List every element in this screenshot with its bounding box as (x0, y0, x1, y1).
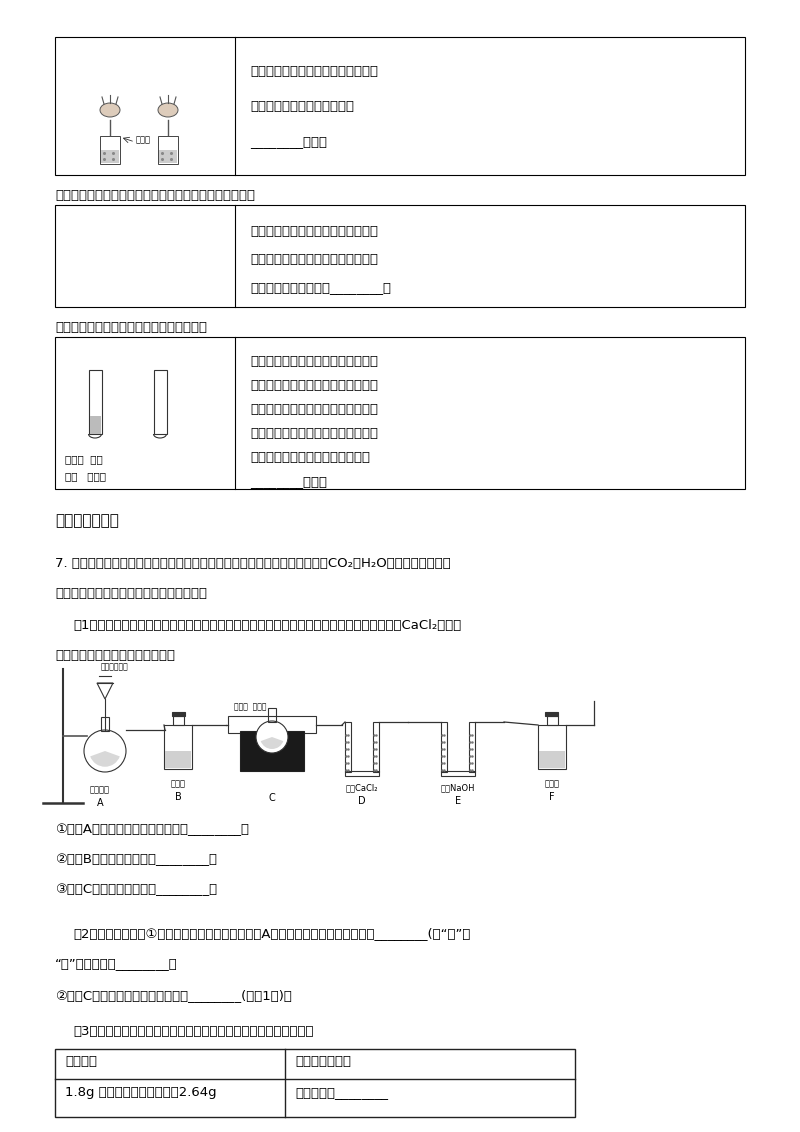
Wedge shape (261, 737, 283, 749)
Text: 1.8g 葡萄糖完全燃烧，得到2.64g: 1.8g 葡萄糖完全燃烧，得到2.64g (65, 1086, 217, 1099)
Text: 葡萄糖  氧化铜: 葡萄糖 氧化铜 (234, 702, 266, 711)
Text: ②装置C处葡萄糖燃烧的设计特点是________(至少1条)。: ②装置C处葡萄糖燃烧的设计特点是________(至少1条)。 (55, 989, 292, 1002)
Bar (55, 337, 745, 489)
Bar (539, 752, 565, 767)
Bar (441, 771, 475, 777)
Bar (158, 136, 178, 164)
Text: 分析溶液中存在的粒子，选择了一种: 分析溶液中存在的粒子，选择了一种 (250, 403, 378, 415)
Text: （3）【数据处理】下表是同学们填写的实验报告，请你帮助完成。: （3）【数据处理】下表是同学们填写的实验报告，请你帮助完成。 (73, 1024, 314, 1038)
Text: 实验事实: 实验事实 (65, 1055, 97, 1067)
Bar (228, 717, 316, 734)
Text: “否”），原因是________。: “否”），原因是________。 (55, 957, 178, 970)
Text: 7. 葡萄糖是生命体所需能量的主要来源。【提出问题】葡萄糖的燃烧产物是CO₂和H₂O，由此能否证明葡: 7. 葡萄糖是生命体所需能量的主要来源。【提出问题】葡萄糖的燃烧产物是CO₂和H… (55, 557, 450, 571)
Text: 的哪种粒子使溶液呈黄色，小艳同学: 的哪种粒子使溶液呈黄色，小艳同学 (250, 379, 378, 392)
Text: F: F (549, 792, 555, 801)
Bar (165, 752, 191, 767)
Text: 的体积相同外，还必须要控制: 的体积相同外，还必须要控制 (250, 100, 354, 113)
Bar (101, 151, 119, 163)
Bar (55, 1049, 575, 1117)
Bar (441, 722, 446, 772)
Text: 无水CaCl₂: 无水CaCl₂ (346, 783, 378, 792)
Circle shape (84, 730, 126, 772)
Text: C: C (269, 794, 275, 803)
Circle shape (256, 721, 288, 753)
Text: 颜色粒子，用作对比的试剂可以是: 颜色粒子，用作对比的试剂可以是 (250, 451, 370, 464)
Bar (101, 717, 109, 731)
Bar (164, 724, 192, 769)
Text: （2）【方案评价】①用充有空气的储气球代替装置A，是否更有利于实验的进行？________(填“是”或: （2）【方案评价】①用充有空气的储气球代替装置A，是否更有利于实验的进行？___… (73, 927, 470, 940)
Text: 将燃着的小木条分别插入空气样品和: 将燃着的小木条分别插入空气样品和 (250, 225, 378, 238)
Text: 数据分析及结论: 数据分析及结论 (295, 1055, 351, 1067)
Text: 氯化铁溶液呈黄色。为了探究溶液中: 氯化铁溶液呈黄色。为了探究溶液中 (250, 355, 378, 368)
Bar (89, 370, 102, 434)
Polygon shape (97, 683, 113, 698)
Text: E: E (455, 796, 461, 806)
Text: 过氧化氢溶液: 过氧化氢溶液 (101, 662, 129, 671)
Text: 浓硫酸: 浓硫酸 (545, 779, 559, 788)
Text: B: B (174, 792, 182, 801)
Text: 二氧化锰: 二氧化锰 (90, 784, 110, 794)
Text: ________相同。: ________相同。 (250, 135, 327, 148)
Text: （1）【实验设计】为了确定葡萄糖的元素组成，某小组设计了如下实验（其中浓硫酸、无水CaCl₂均为常: （1）【实验设计】为了确定葡萄糖的元素组成，某小组设计了如下实验（其中浓硫酸、无… (73, 619, 462, 632)
Bar (538, 724, 566, 769)
Bar (100, 136, 120, 164)
Bar (240, 731, 304, 771)
Bar (345, 722, 350, 772)
Text: 三、实验探究题: 三、实验探究题 (55, 513, 119, 528)
Bar (268, 708, 276, 722)
Bar (90, 417, 101, 434)
Bar (171, 712, 185, 717)
Text: 本实验条件除了要控制所取硬、软水: 本实验条件除了要控制所取硬、软水 (250, 65, 378, 78)
Text: 浓硫酸: 浓硫酸 (170, 779, 186, 788)
Ellipse shape (100, 103, 120, 117)
Bar (154, 370, 166, 434)
Text: A: A (97, 798, 103, 808)
Text: 呼出气体的样品中，对比观察到的现: 呼出气体的样品中，对比观察到的现 (250, 252, 378, 266)
Text: 实验二：探究人体吸入的空气与呼出的气体有什么不同。: 实验二：探究人体吸入的空气与呼出的气体有什么不同。 (55, 189, 255, 201)
Text: ________溶液。: ________溶液。 (250, 475, 327, 488)
Bar (159, 151, 177, 163)
Text: ①装置A中发生反应的化学方程式是________。: ①装置A中发生反应的化学方程式是________。 (55, 823, 249, 837)
Text: 用干燥剂，部分固定装置省略）。: 用干燥剂，部分固定装置省略）。 (55, 649, 175, 662)
Text: D: D (358, 796, 366, 806)
Text: 实验三：探究决定氯化铁溶液颜色的粒子。: 实验三：探究决定氯化铁溶液颜色的粒子。 (55, 321, 207, 334)
Text: 固体NaOH: 固体NaOH (441, 783, 475, 792)
Text: 象，可以得出的结论是________。: 象，可以得出的结论是________。 (250, 281, 391, 294)
Bar (345, 771, 379, 777)
Text: 数据分析：________: 数据分析：________ (295, 1086, 388, 1099)
Bar (374, 722, 379, 772)
Text: 试剂作对比，确定了决定氯化铁溶液: 试剂作对比，确定了决定氯化铁溶液 (250, 427, 378, 440)
Bar (546, 712, 558, 717)
Text: 氯化铁  对比: 氯化铁 对比 (65, 454, 102, 464)
Wedge shape (90, 751, 120, 766)
Bar (546, 717, 558, 724)
Bar (173, 717, 183, 724)
Text: ②装置B中浓硫酸的作用是________。: ②装置B中浓硫酸的作用是________。 (55, 854, 217, 866)
Text: 萄糖是只由碳元素和氢元素组成的有机物？: 萄糖是只由碳元素和氢元素组成的有机物？ (55, 588, 207, 600)
Bar (55, 205, 745, 307)
Text: ③装置C处氧化铜的作用是________。: ③装置C处氧化铜的作用是________。 (55, 883, 217, 897)
Ellipse shape (158, 103, 178, 117)
Text: 肥皂水: 肥皂水 (136, 136, 151, 145)
Bar (55, 37, 745, 175)
Text: 溶液   试剂？: 溶液 试剂？ (65, 471, 106, 481)
Bar (469, 722, 475, 772)
